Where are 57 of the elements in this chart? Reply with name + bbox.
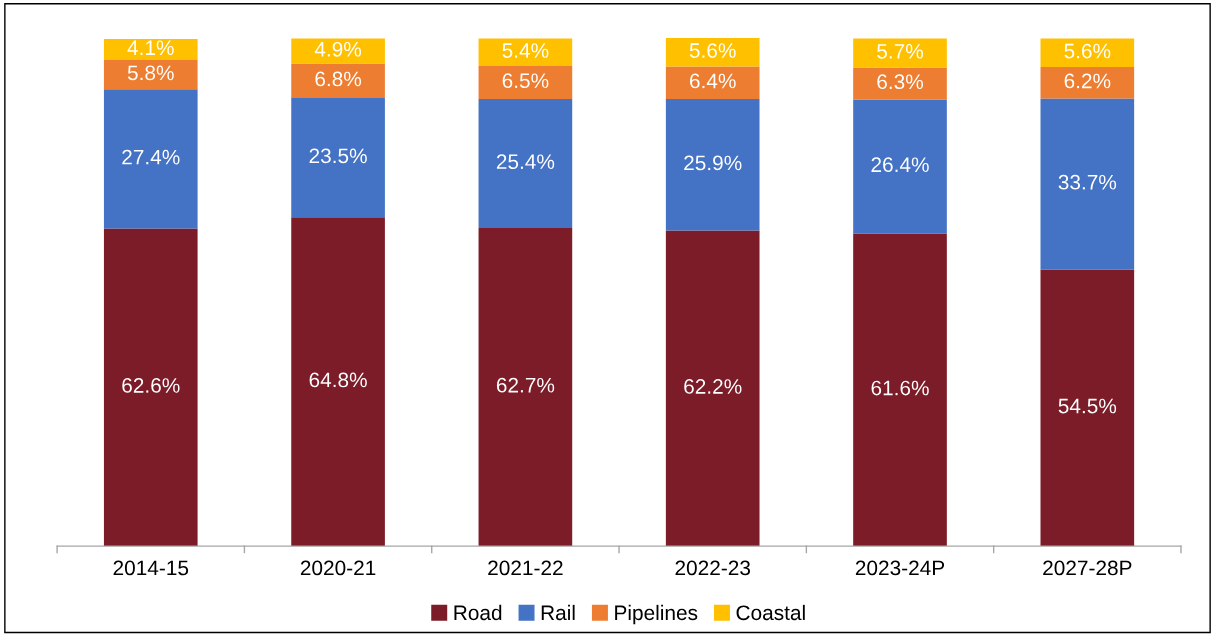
data-label: 6.4% [690, 73, 736, 89]
legend-label: Coastal [736, 604, 805, 621]
bar [853, 99, 947, 234]
bar [1040, 98, 1135, 270]
x-tick-label: 2022-23 [675, 560, 751, 576]
bar [478, 227, 573, 547]
bar [478, 99, 573, 228]
data-label: 27.4% [122, 149, 180, 165]
data-label: 62.6% [122, 378, 180, 393]
data-label: 4.1% [127, 40, 174, 56]
bar [103, 89, 198, 229]
bar [665, 99, 760, 231]
data-label: 5.4% [502, 43, 549, 58]
data-label: 4.9% [314, 41, 362, 57]
data-label: 61.6% [871, 380, 929, 396]
bar [103, 228, 198, 547]
bar [103, 39, 198, 60]
bar [1040, 38, 1135, 68]
bar [665, 66, 760, 99]
legend-label: Pipelines [615, 604, 698, 625]
x-tick-label: 2023-24P [855, 560, 945, 576]
bar [853, 38, 947, 68]
bar [291, 97, 385, 218]
x-tick-label: 2014-15 [113, 560, 189, 576]
data-label: 62.2% [684, 379, 742, 394]
x-tick-label: 2020-21 [300, 560, 376, 576]
bar [291, 217, 385, 547]
legend-label: Rail [541, 604, 575, 621]
x-tick-label: 2027-28P [1043, 560, 1132, 576]
data-label: 5.6% [689, 43, 736, 58]
data-label: 25.9% [684, 155, 742, 171]
data-label: 33.7% [1058, 174, 1117, 190]
bar [1040, 269, 1135, 547]
bar [853, 233, 947, 547]
data-label: 64.8% [309, 372, 367, 388]
data-label: 5.7% [877, 44, 924, 59]
data-label: 54.5% [1058, 398, 1117, 414]
legend-label: Road [454, 604, 502, 621]
bar [291, 63, 385, 98]
data-label: 26.4% [871, 157, 929, 173]
bar [478, 66, 573, 99]
data-label: 62.7% [496, 377, 555, 393]
data-label: 6.3% [877, 74, 924, 90]
data-label: 6.8% [315, 71, 362, 87]
data-label: 25.4% [496, 154, 555, 170]
data-label: 23.5% [309, 148, 367, 164]
data-label: 5.8% [127, 65, 174, 81]
bar [103, 59, 198, 90]
data-label: 6.5% [502, 73, 549, 89]
bar [665, 230, 760, 547]
bar [665, 38, 760, 67]
bar [478, 38, 573, 67]
data-label: 5.6% [1064, 43, 1111, 59]
bar [853, 67, 947, 100]
x-tick-label: 2021-22 [488, 560, 563, 576]
data-label: 6.2% [1064, 73, 1111, 89]
bar [1040, 67, 1135, 99]
